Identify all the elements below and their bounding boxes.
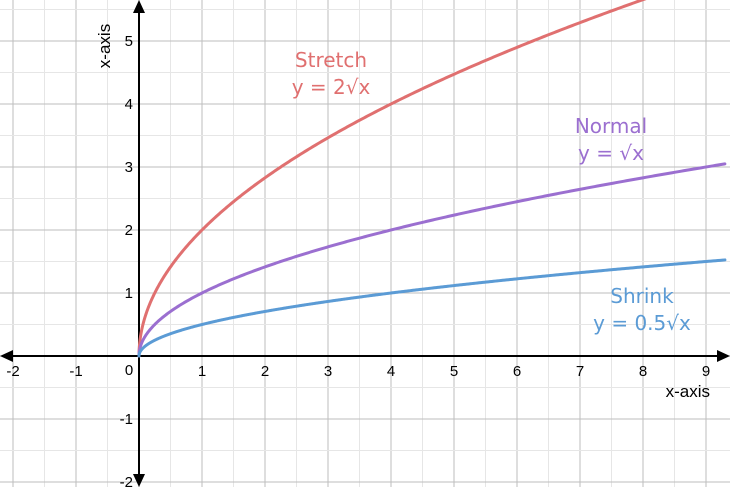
- shrink-name: Shrink: [610, 284, 674, 308]
- tick-labels: -2 -1 1 2 3 4 5 6 7 8 9 -2 -1 1 2 3 4 5: [6, 33, 710, 487]
- y-tick-label: -2: [120, 474, 133, 487]
- curve-normal: [137, 162, 727, 358]
- x-axis-title: x-axis: [666, 382, 710, 401]
- shrink-label: Shrink y = 0.5√x: [593, 284, 691, 335]
- y-tick-label: 5: [125, 33, 133, 50]
- x-tick-label: 8: [639, 363, 647, 380]
- x-tick-label: -1: [69, 363, 82, 380]
- y-tick-label: -1: [120, 411, 133, 428]
- x-tick-label: 2: [261, 363, 269, 380]
- stretch-equation: y = 2√x: [292, 75, 371, 99]
- x-tick-label: 5: [450, 363, 458, 380]
- y-axis-arrow-up: [133, 0, 145, 13]
- x-axis-arrow-left: [0, 350, 13, 362]
- curve-shrink: [137, 258, 727, 358]
- y-tick-label: 4: [125, 96, 133, 113]
- shrink-equation: y = 0.5√x: [593, 311, 691, 335]
- y-tick-label: 3: [125, 159, 133, 176]
- curves: [137, 0, 727, 358]
- x-tick-label: 9: [702, 363, 710, 380]
- stretch-name: Stretch: [295, 48, 367, 72]
- stretch-label: Stretch y = 2√x: [292, 48, 371, 99]
- x-tick-label: 3: [324, 363, 332, 380]
- x-tick-label: -2: [6, 363, 19, 380]
- normal-label: Normal y = √x: [575, 114, 647, 165]
- x-tick-label: 4: [387, 363, 395, 380]
- y-axis-arrow-down: [133, 474, 145, 487]
- origin-label: 0: [125, 362, 133, 379]
- curve-stretch: [137, 0, 647, 358]
- x-axis-arrow-right: [717, 350, 730, 362]
- y-axis-title: x-axis: [95, 24, 114, 68]
- normal-equation: y = √x: [578, 141, 644, 165]
- normal-name: Normal: [575, 114, 647, 138]
- y-tick-label: 1: [125, 285, 133, 302]
- x-tick-label: 1: [198, 363, 206, 380]
- x-tick-label: 7: [576, 363, 584, 380]
- y-tick-label: 2: [125, 222, 133, 239]
- x-tick-label: 6: [513, 363, 521, 380]
